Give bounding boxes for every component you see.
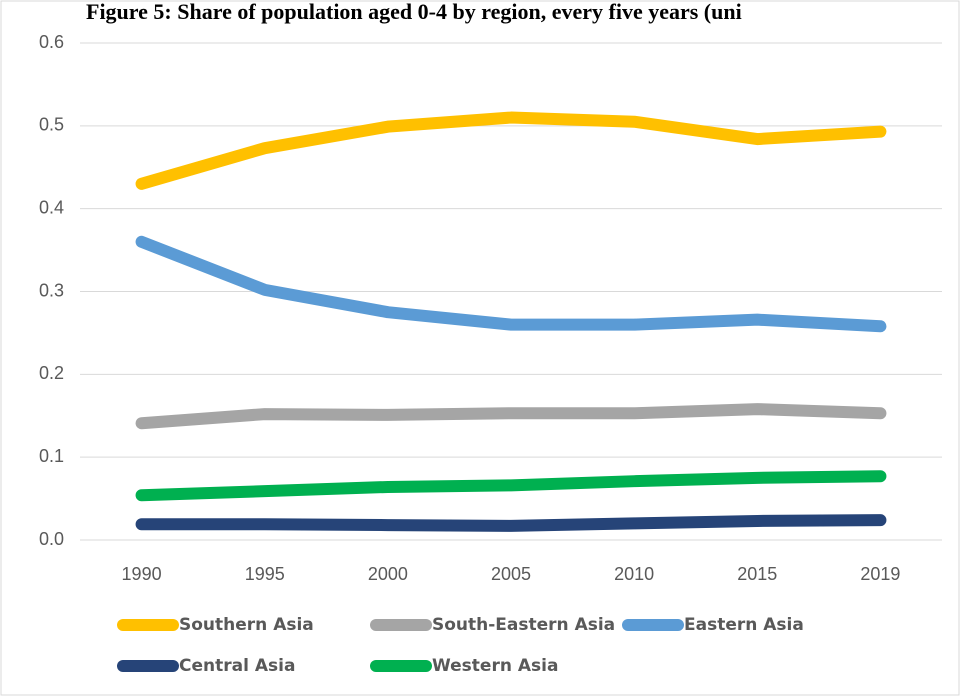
y-tick-label: 0.1 (39, 446, 64, 466)
legend-label: Western Asia (432, 656, 558, 676)
y-tick-label: 0.2 (39, 363, 64, 383)
chart-title: Figure 5: Share of population aged 0-4 b… (86, 0, 742, 24)
x-tick-label: 2019 (860, 564, 900, 584)
legend-label: South-Eastern Asia (432, 615, 615, 635)
series-line (135, 514, 887, 532)
x-tick-label: 2000 (368, 564, 408, 584)
legend-label: Eastern Asia (684, 615, 804, 635)
y-tick-label: 0.0 (39, 529, 64, 549)
y-tick-label: 0.3 (39, 280, 64, 300)
y-tick-label: 0.4 (39, 197, 64, 217)
series-line (135, 235, 887, 333)
series-line (135, 111, 887, 190)
series-line (135, 403, 887, 430)
x-tick-label: 2010 (614, 564, 654, 584)
y-tick-label: 0.6 (39, 32, 64, 52)
x-tick-label: 1990 (122, 564, 162, 584)
legend-label: Central Asia (179, 656, 295, 676)
x-tick-label: 2015 (737, 564, 777, 584)
legend-label: Southern Asia (179, 615, 314, 635)
series-line (135, 470, 887, 502)
x-tick-label: 1995 (245, 564, 285, 584)
y-tick-label: 0.5 (39, 115, 64, 135)
x-tick-label: 2005 (491, 564, 531, 584)
